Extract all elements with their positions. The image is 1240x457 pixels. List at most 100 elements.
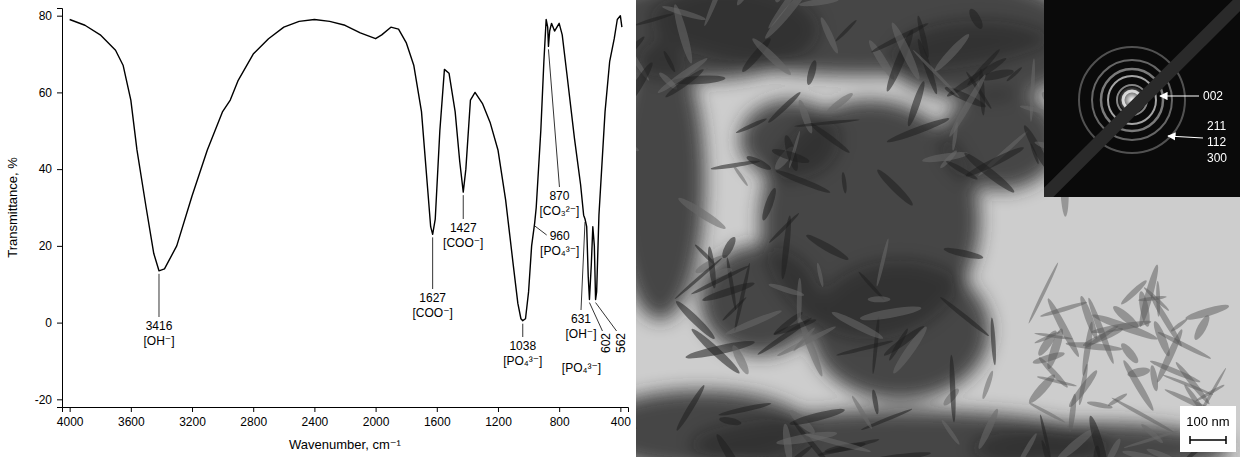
tem-crystallite (859, 304, 922, 323)
peak-label: 870 (549, 189, 569, 203)
x-tick-mark (192, 407, 193, 412)
x-axis-line (63, 408, 629, 413)
tem-crystallite (912, 49, 961, 99)
y-tick: -20 (35, 393, 62, 407)
leader-line (589, 303, 602, 331)
x-tick-label: 400 (611, 415, 631, 429)
y-tick-mark (57, 92, 62, 93)
tem-crystallite (796, 98, 815, 134)
x-tick: 800 (550, 407, 570, 429)
tem-crystallite (841, 172, 848, 194)
figure: 40003600320028002400200016001200800400-2… (0, 0, 1240, 457)
y-axis-line (57, 9, 63, 408)
tem-crystallite (721, 296, 747, 321)
leader-line (522, 324, 523, 337)
peak-assignment: [COO⁻] (443, 236, 483, 250)
diffraction-label: 300 (1207, 151, 1227, 165)
y-tick: 0 (45, 316, 62, 330)
x-axis-title: Wavenumber, cm⁻¹ (289, 437, 402, 452)
tem-crystallite (799, 0, 840, 8)
tem-crystallite (1039, 300, 1087, 319)
tem-crystallite (1065, 340, 1122, 352)
leader-line (158, 274, 159, 317)
tem-crystallite (1029, 58, 1036, 122)
peak-label: 562 (614, 333, 628, 353)
y-tick-label: 80 (39, 9, 53, 23)
peak-assignment: [OH⁻] (566, 327, 597, 341)
y-tick-label: -20 (35, 393, 53, 407)
tem-crystallite (905, 80, 927, 127)
tem-crystallite (1122, 449, 1161, 457)
tem-crystallite (718, 401, 772, 418)
x-tick-label: 1200 (485, 415, 512, 429)
x-tick: 2000 (363, 407, 390, 429)
tem-crystallite (875, 167, 916, 208)
tem-crystallite (875, 238, 890, 287)
tem-agglomerate (940, 90, 1060, 190)
y-tick-mark (57, 323, 62, 324)
tem-crystallite (1034, 330, 1061, 345)
tem-crystallite (1066, 368, 1099, 409)
scale-bar-line (1190, 436, 1226, 444)
x-axis: 40003600320028002400200016001200800400 (57, 407, 631, 429)
diffraction-ring (1079, 47, 1185, 153)
tem-crystallite (781, 423, 794, 457)
tem-crystallite (734, 0, 771, 8)
tem-crystallite (1104, 437, 1123, 457)
x-tick-label: 800 (550, 415, 570, 429)
y-axis-title: Transmittance, % (5, 157, 20, 258)
tem-crystallite (729, 343, 751, 376)
diffraction-ring (1101, 69, 1163, 131)
spectrum-line (70, 16, 622, 321)
y-tick-label: 40 (39, 162, 53, 176)
tem-agglomerate (810, 260, 990, 400)
tem-crystallite (932, 31, 972, 73)
y-tick: 60 (39, 86, 62, 100)
tem-crystallite (805, 59, 819, 85)
tem-crystallite (1029, 143, 1040, 165)
x-tick-label: 2400 (302, 415, 329, 429)
leader-line (548, 49, 559, 187)
tem-crystallite (776, 324, 837, 358)
tem-crystallite (676, 195, 728, 232)
annotations: 3416[OH⁻]1627[COO⁻]1427[COO⁻]1038[PO₄³⁻]… (143, 49, 627, 375)
peak-assignment: [OH⁻] (143, 334, 174, 348)
y-tick-label: 60 (39, 86, 53, 100)
x-tick-label: 3600 (118, 415, 145, 429)
diffraction-ring (1092, 60, 1172, 140)
tem-crystallite (1111, 396, 1174, 434)
tem-crystallite (990, 317, 997, 365)
peak-assignment: [COO⁻] (412, 306, 452, 320)
tem-crystallite (943, 246, 984, 261)
tem-crystallite (1054, 426, 1097, 457)
y-tick-label: 20 (39, 239, 53, 253)
tem-crystallite (886, 115, 951, 145)
peak-label: 1427 (450, 221, 477, 235)
beam-stopper (1044, 0, 1240, 197)
tem-crystallite (1184, 302, 1230, 322)
tem-crystallite (949, 355, 957, 423)
diffraction-label: 002 (1203, 89, 1223, 103)
peak-label: 1038 (509, 339, 536, 353)
tem-crystallite (718, 416, 742, 427)
tem-crystallite (816, 262, 825, 287)
x-tick-label: 2800 (240, 415, 267, 429)
tem-crystallite (636, 60, 656, 113)
tem-crystallite (771, 146, 811, 166)
tem-crystallite (661, 4, 706, 22)
peak-label: 960 (550, 229, 570, 243)
tem-crystallite (1157, 330, 1213, 361)
tem-crystallite (825, 91, 855, 115)
tem-crystallite (922, 150, 969, 164)
tem-crystallite (939, 295, 991, 338)
tem-crystallite (794, 118, 860, 128)
x-tick-label: 1600 (424, 415, 451, 429)
x-tick-mark (376, 407, 377, 412)
tem-crystallite (1045, 297, 1082, 359)
arrow (1160, 95, 1199, 96)
tem-crystallite (788, 131, 802, 169)
tem-crystallite (750, 36, 794, 78)
tem-crystallite (713, 432, 749, 457)
x-tick-mark (437, 407, 438, 412)
tem-crystallite (774, 168, 831, 195)
